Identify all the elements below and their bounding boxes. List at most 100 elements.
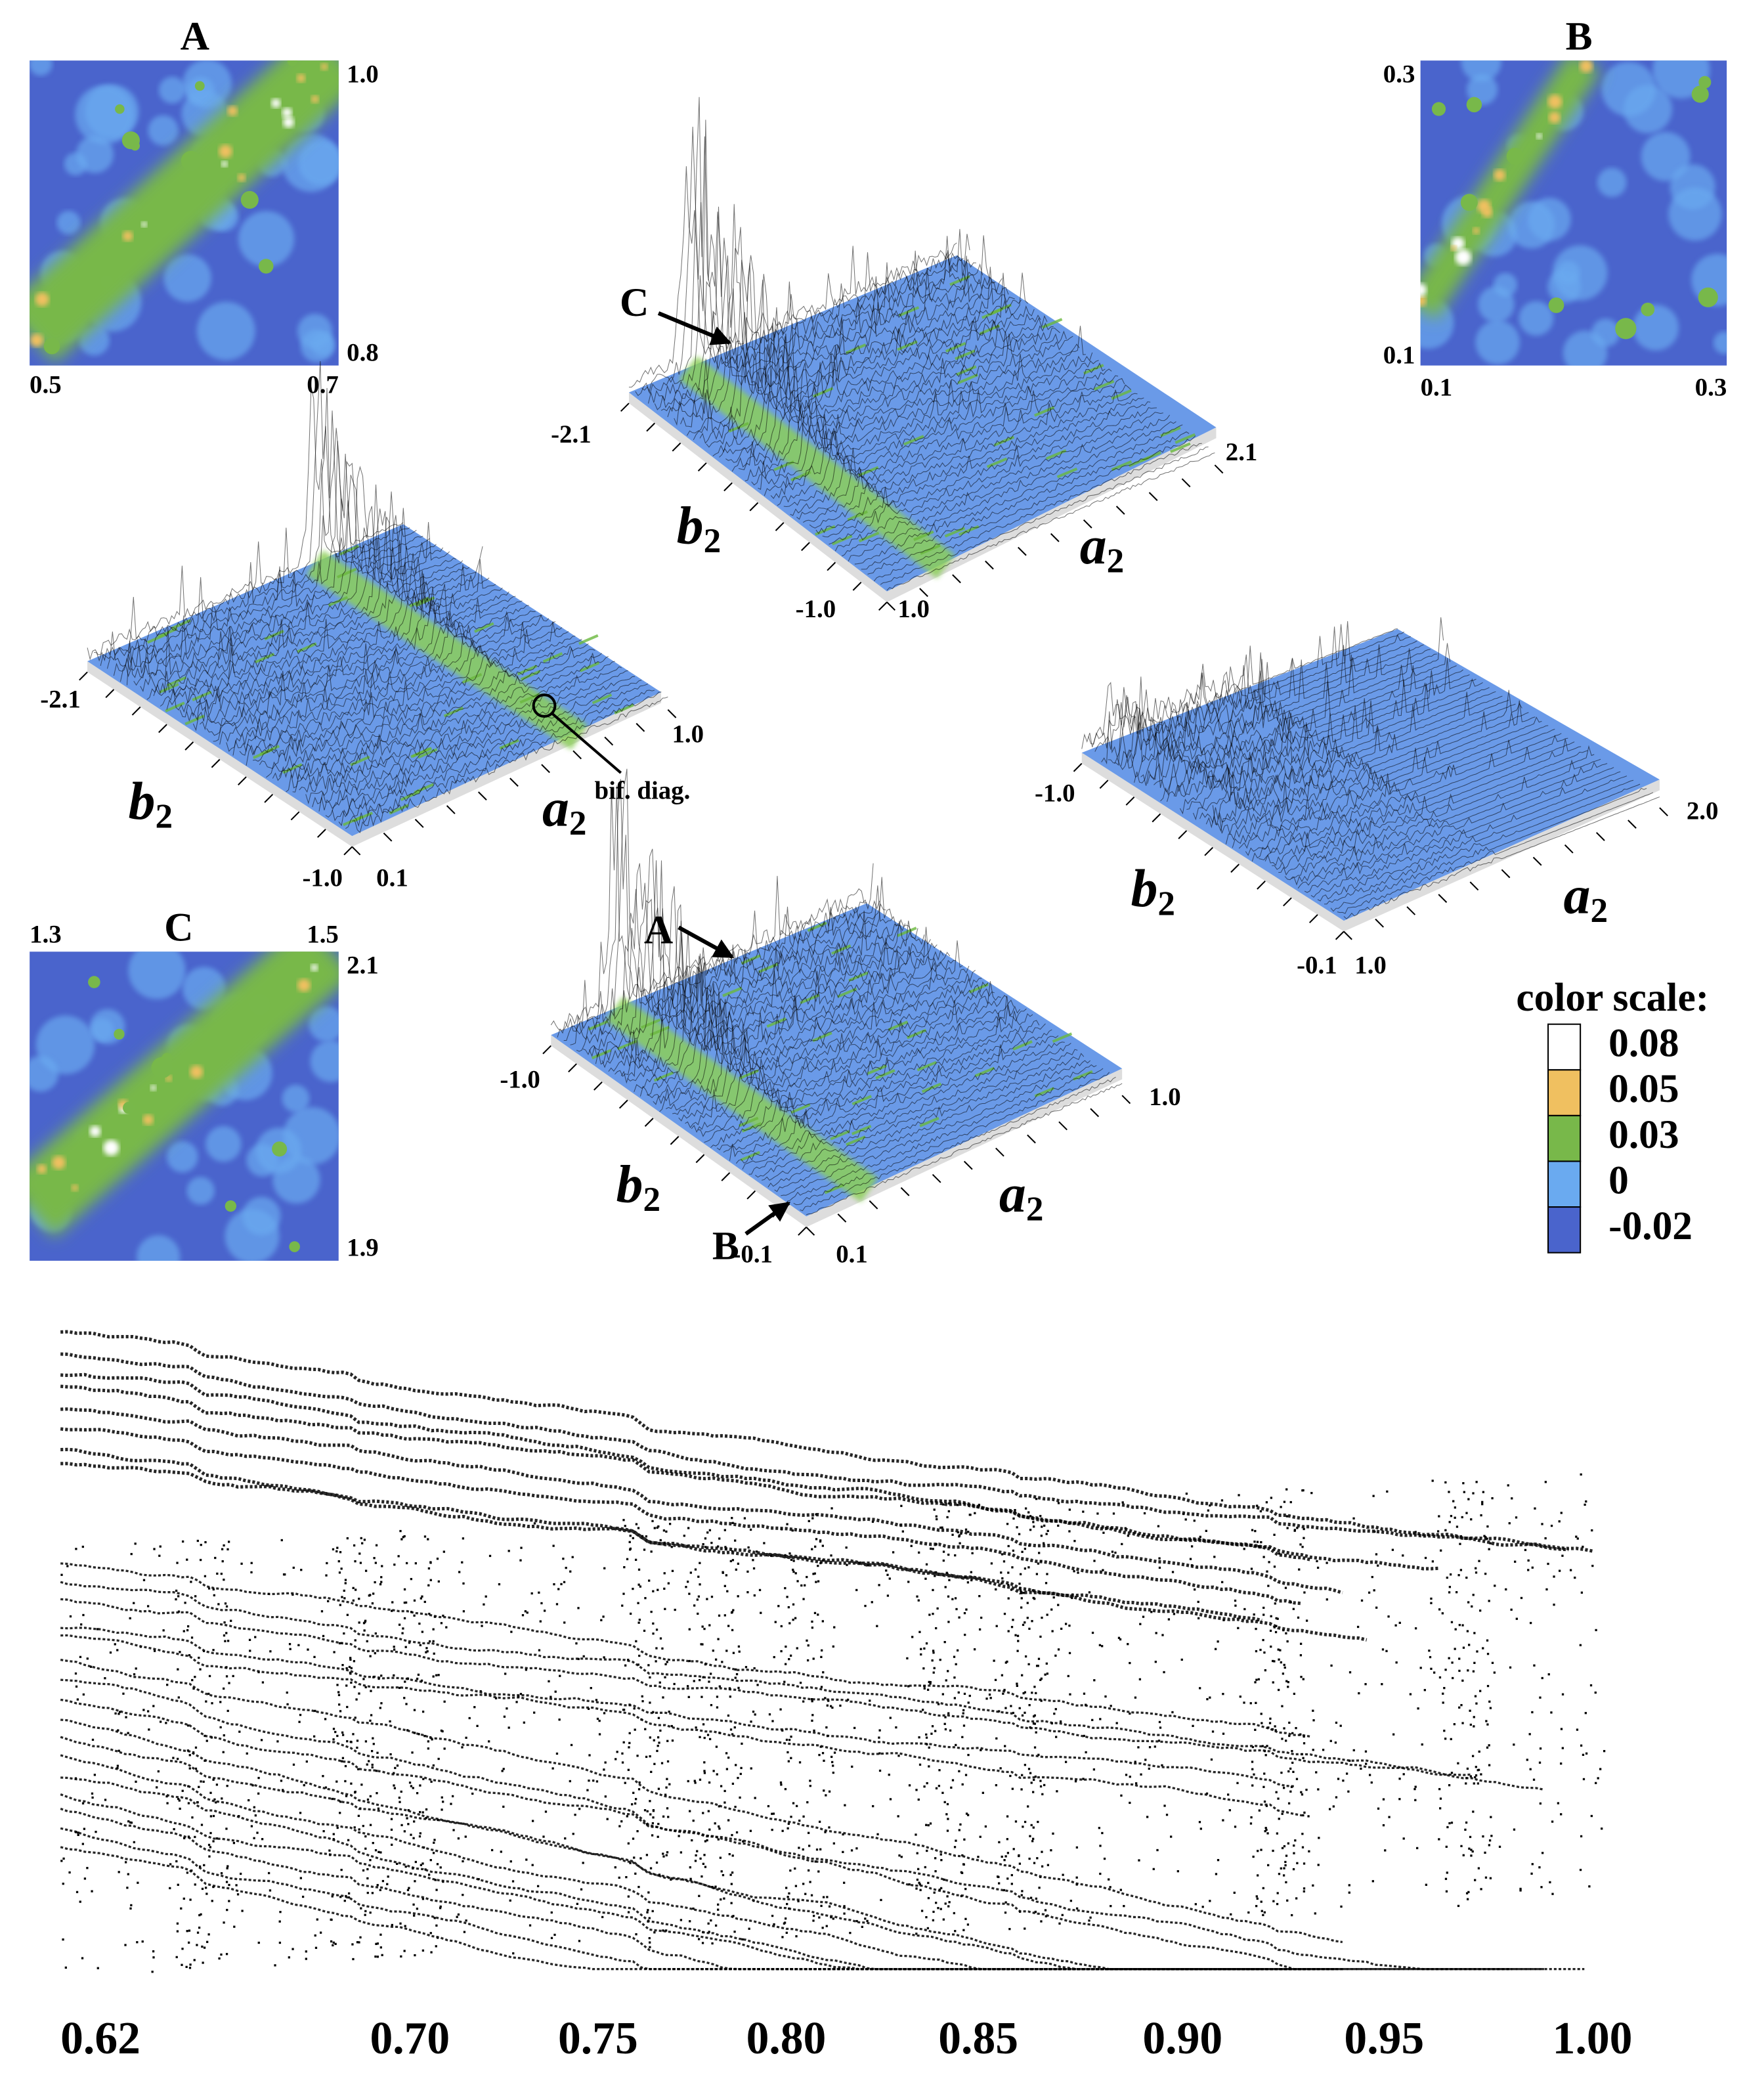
bif-dot xyxy=(414,1880,416,1883)
bif-dot xyxy=(1582,1753,1585,1757)
bif-dot xyxy=(927,1824,930,1827)
bif-dot xyxy=(1024,1547,1027,1550)
bif-dot xyxy=(166,1802,169,1805)
bif-dot xyxy=(1119,1889,1122,1891)
axis-tick xyxy=(695,1154,705,1164)
bif-dot xyxy=(1152,1868,1155,1870)
bif-dot xyxy=(737,1645,741,1648)
bif-dot xyxy=(563,1581,566,1583)
bif-dot xyxy=(332,1833,335,1835)
annotation: C xyxy=(620,280,649,325)
bif-dot xyxy=(826,1896,829,1898)
heatmap-blob xyxy=(1519,301,1554,336)
bif-dot xyxy=(783,1680,786,1683)
bif-dot xyxy=(947,1621,950,1623)
bif-dot xyxy=(1112,1512,1115,1515)
bif-dot xyxy=(1280,1506,1282,1508)
bif-dot xyxy=(211,1702,213,1705)
bif-dot xyxy=(640,1718,643,1721)
axis-symbol: a xyxy=(999,1164,1026,1223)
axis-tick xyxy=(798,1227,807,1236)
bif-dot xyxy=(750,1720,752,1723)
spike-line xyxy=(213,584,529,742)
bif-dot xyxy=(187,1802,190,1805)
spike-line xyxy=(647,120,976,404)
bif-dot xyxy=(427,1584,430,1586)
spike-line xyxy=(697,999,1014,1137)
bif-dot xyxy=(830,1755,833,1759)
pointer xyxy=(551,712,622,774)
bif-dot xyxy=(1205,1529,1207,1533)
bif-dot xyxy=(79,1655,82,1658)
bif-dot xyxy=(1277,1648,1280,1651)
axis-tick xyxy=(568,1063,577,1073)
green-streak xyxy=(920,544,941,555)
bif-dot xyxy=(971,1552,974,1554)
bif-dot xyxy=(1391,1548,1394,1551)
bif-dot xyxy=(1464,1828,1467,1831)
bif-dot xyxy=(689,1877,692,1880)
bif-dot xyxy=(403,1697,406,1699)
bif-dot xyxy=(554,1690,557,1693)
bif-dot xyxy=(414,1732,416,1734)
bif-dot xyxy=(823,1789,825,1792)
bif-dot xyxy=(1024,1655,1027,1658)
bif-dot xyxy=(1250,1816,1253,1819)
bif-dot xyxy=(944,1728,947,1731)
bif-dot xyxy=(1247,1911,1250,1914)
bif-dot xyxy=(794,1885,798,1887)
bif-dot xyxy=(1251,1768,1254,1770)
bif-dot xyxy=(1438,1608,1441,1611)
bif-dot xyxy=(788,1739,791,1741)
bif-dot xyxy=(830,1554,832,1557)
bif-dot xyxy=(1003,1889,1006,1892)
bif-dot xyxy=(849,1931,852,1935)
bif-dot xyxy=(1347,1790,1350,1793)
bif-dot xyxy=(822,1896,825,1898)
bif-dot xyxy=(1021,1674,1024,1676)
bif-dot xyxy=(1055,1736,1058,1738)
bif-dot xyxy=(238,1815,240,1818)
bif-dot xyxy=(204,1887,207,1889)
bif-dot xyxy=(822,1671,825,1674)
heatmap-spot xyxy=(150,1085,156,1091)
bif-dot xyxy=(639,1857,642,1860)
bif-dot xyxy=(1033,1722,1036,1725)
bif-dot xyxy=(1421,1743,1423,1746)
bif-dot xyxy=(226,1640,230,1642)
bif-dot xyxy=(855,1847,858,1850)
bif-dot xyxy=(400,1790,402,1793)
bif-dot xyxy=(1071,1596,1073,1600)
bif-dot xyxy=(812,1914,815,1917)
bif-dot xyxy=(481,1625,483,1627)
bif-dot xyxy=(202,1961,204,1964)
bif-dot xyxy=(520,1546,523,1549)
bif-dot xyxy=(336,1546,339,1549)
bif-dot xyxy=(207,1843,211,1847)
bif-dot xyxy=(60,1860,63,1862)
bif-dot xyxy=(540,1602,543,1605)
bif-dot xyxy=(282,1789,284,1791)
bif-dot xyxy=(435,1924,438,1927)
bif-dot xyxy=(344,1780,347,1783)
bif-dot xyxy=(804,1892,807,1895)
bif-dot xyxy=(1124,1527,1127,1529)
bif-dot xyxy=(504,1673,507,1675)
bif-dot xyxy=(186,1749,190,1752)
bif-dot xyxy=(236,1893,240,1896)
bif-dot xyxy=(749,1528,752,1531)
bif-dot xyxy=(707,1922,710,1925)
bif-dot xyxy=(1257,1874,1259,1877)
inset-label: B xyxy=(1566,14,1593,58)
bif-dot xyxy=(578,1940,581,1942)
color-label: 0.05 xyxy=(1608,1066,1679,1111)
bif-dot xyxy=(652,1711,655,1713)
bif-dot xyxy=(1016,1650,1019,1652)
spike-line xyxy=(133,466,450,686)
bif-dot xyxy=(379,1851,382,1854)
bif-dot xyxy=(1026,1617,1029,1619)
bif-dot xyxy=(1029,1726,1031,1729)
bif-dot xyxy=(416,1792,419,1795)
bif-dot xyxy=(790,1558,793,1562)
bif-dot xyxy=(1444,1669,1447,1671)
